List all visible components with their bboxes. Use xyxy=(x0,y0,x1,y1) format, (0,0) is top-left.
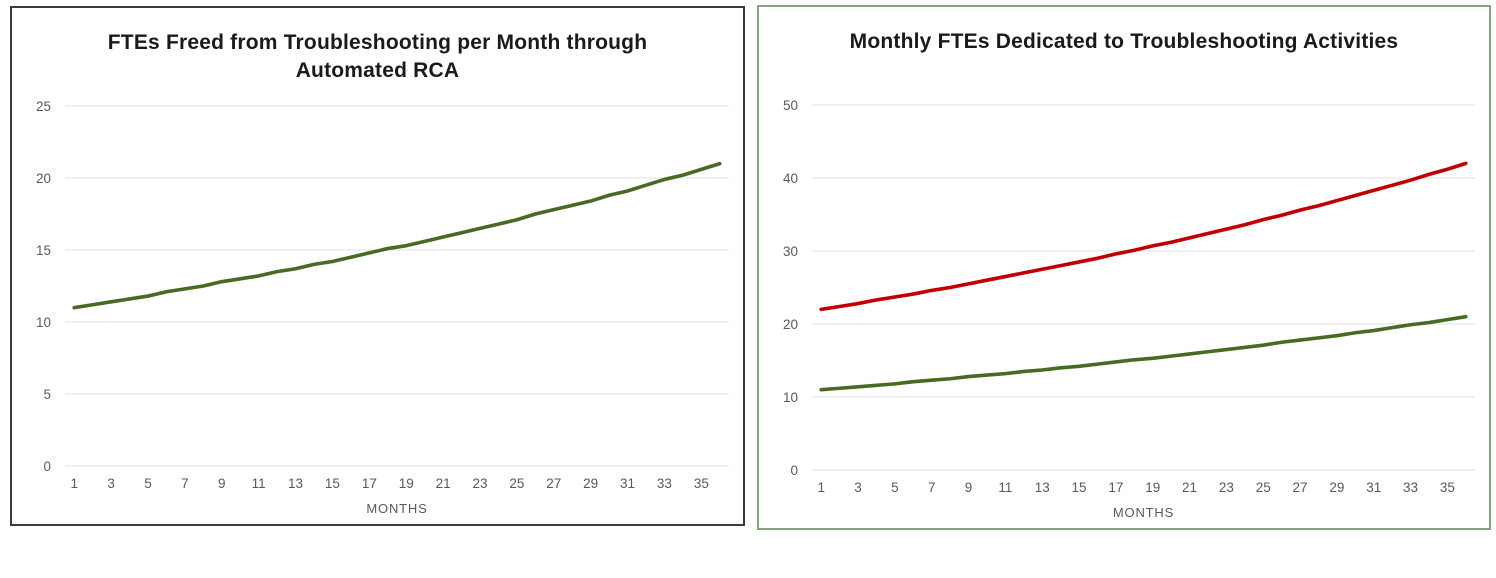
x-tick-label: 13 xyxy=(1035,480,1050,495)
x-tick-label: 15 xyxy=(1072,480,1087,495)
x-tick-label: 1 xyxy=(70,476,78,491)
x-tick-label: 15 xyxy=(325,476,340,491)
x-tick-label: 25 xyxy=(1256,480,1271,495)
x-tick-label: 23 xyxy=(472,476,487,491)
x-tick-label: 1 xyxy=(817,480,825,495)
y-tick-label: 50 xyxy=(783,98,798,113)
x-tick-label: 11 xyxy=(252,476,266,491)
chart-title-area: FTEs Freed from Troubleshooting per Mont… xyxy=(12,8,743,94)
red-series-line xyxy=(819,161,1468,312)
x-tick-label: 5 xyxy=(891,480,899,495)
x-tick-label: 19 xyxy=(399,476,414,491)
x-tick-label: 7 xyxy=(181,476,189,491)
x-tick-label: 3 xyxy=(107,476,115,491)
green-series-line xyxy=(72,161,722,310)
x-tick-label: 17 xyxy=(1108,480,1123,495)
x-tick-label: 7 xyxy=(928,480,936,495)
y-tick-label: 0 xyxy=(43,459,51,474)
x-tick-label: 13 xyxy=(288,476,303,491)
x-tick-label: 35 xyxy=(694,476,709,491)
x-tick-label: 21 xyxy=(1182,480,1197,495)
y-tick-label: 10 xyxy=(36,315,51,330)
x-tick-label: 29 xyxy=(583,476,598,491)
y-tick-label: 30 xyxy=(783,244,798,259)
x-tick-label: 35 xyxy=(1440,480,1455,495)
x-tick-label: 29 xyxy=(1329,480,1344,495)
x-tick-label: 21 xyxy=(436,476,451,491)
x-tick-label: 3 xyxy=(854,480,862,495)
x-tick-label: 5 xyxy=(144,476,152,491)
y-tick-label: 5 xyxy=(43,387,51,402)
x-tick-label: 31 xyxy=(620,476,635,491)
x-tick-label: 25 xyxy=(509,476,524,491)
x-tick-label: 27 xyxy=(546,476,561,491)
y-tick-label: 40 xyxy=(783,171,798,186)
x-tick-label: 33 xyxy=(657,476,672,491)
chart-ftes-freed: FTEs Freed from Troubleshooting per Mont… xyxy=(10,6,745,526)
chart-title: FTEs Freed from Troubleshooting per Mont… xyxy=(107,31,648,82)
y-tick-label: 0 xyxy=(790,463,798,478)
y-tick-label: 15 xyxy=(36,243,51,258)
x-tick-label: 27 xyxy=(1293,480,1308,495)
x-tick-label: 31 xyxy=(1366,480,1381,495)
x-tick-label: 11 xyxy=(998,480,1012,495)
green-series-line xyxy=(819,314,1468,392)
x-tick-label: 9 xyxy=(218,476,226,491)
x-tick-label: 19 xyxy=(1145,480,1160,495)
chart-title-area: Monthly FTEs Dedicated to Troubleshootin… xyxy=(759,7,1489,93)
x-tick-label: 17 xyxy=(362,476,377,491)
y-tick-label: 20 xyxy=(783,317,798,332)
chart-title: Monthly FTEs Dedicated to Troubleshootin… xyxy=(849,30,1399,53)
y-tick-label: 20 xyxy=(36,171,51,186)
x-axis-title: MONTHS xyxy=(366,501,427,516)
x-tick-label: 33 xyxy=(1403,480,1418,495)
x-tick-label: 9 xyxy=(965,480,973,495)
chart-ftes-dedicated: Monthly FTEs Dedicated to Troubleshootin… xyxy=(757,5,1491,530)
y-tick-label: 25 xyxy=(36,99,51,114)
y-tick-label: 10 xyxy=(783,390,798,405)
x-tick-label: 23 xyxy=(1219,480,1234,495)
x-axis-title: MONTHS xyxy=(1113,505,1174,520)
